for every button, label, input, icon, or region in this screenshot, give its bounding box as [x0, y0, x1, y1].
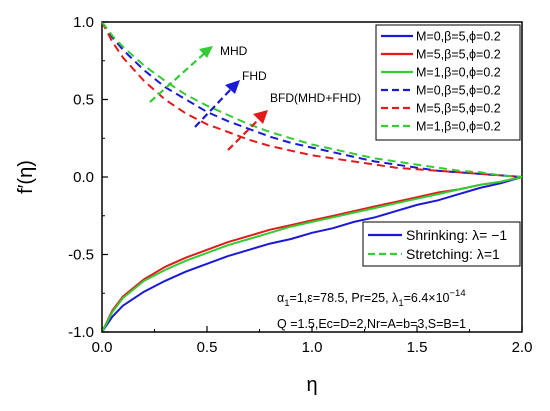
annotation-bfd: BFD(MHD+FHD): [227, 91, 361, 151]
arrow-mhd-head: [199, 46, 213, 58]
legend-bottom-label-1: Stretching: λ=1: [406, 246, 500, 262]
legend-bottom-box: [362, 221, 521, 267]
params-line-1: α1=1,ε=78.5, Pr=25, λ1=6.4×10−14: [277, 288, 466, 309]
arrow-bfd-head: [253, 110, 268, 124]
x-tick-label-0: 0.0: [92, 339, 113, 356]
x-axis-ticks: 0.0 0.5 1.0 1.5 2.0: [92, 326, 533, 356]
params-alpha-sub: 1: [284, 298, 289, 309]
params-alpha: α: [277, 291, 284, 305]
series-line-4: [101, 21, 523, 178]
x-axis-title: η: [306, 374, 317, 396]
y-tick-label-3: 0.5: [73, 92, 94, 109]
arrow-fhd-head: [225, 80, 240, 94]
params-lambda-sub: 1: [398, 298, 403, 309]
params-mid: =1,ε=78.5, Pr=25, λ: [290, 291, 400, 305]
legend-top-label-3: M=0,β=5,ϕ=0.2: [416, 84, 501, 98]
annotation-bfd-label: BFD(MHD+FHD): [270, 91, 361, 105]
series-line-3: [101, 21, 523, 178]
annotation-mhd: MHD: [149, 44, 248, 103]
arrow-mhd-line: [149, 51, 207, 103]
params-line-2: Q =1.5,Ec=D=2,Nr=A=b=3,S=B=1: [277, 317, 466, 331]
legend-bottom: Shrinking: λ= −1 Stretching: λ=1: [362, 221, 521, 267]
series-line-5: [101, 21, 523, 178]
x-tick-label-1: 0.5: [197, 339, 218, 356]
annotation-fhd: FHD: [194, 69, 267, 128]
y-axis-title: f′(η): [15, 160, 37, 194]
annotation-mhd-label: MHD: [220, 44, 248, 58]
x-tick-label-4: 2.0: [512, 339, 533, 356]
x-tick-label-3: 1.5: [407, 339, 428, 356]
legend-top: M=0,β=5,ϕ=0.2 M=5,β=5,ϕ=0.2 M=1,β=0,ϕ=0.2 M…: [375, 24, 521, 141]
legend-top-label-4: M=5,β=5,ϕ=0.2: [416, 102, 501, 116]
series-line-0: [101, 176, 523, 333]
legend-bottom-label-0: Shrinking: λ= −1: [406, 227, 507, 243]
y-axis-ticks: -1.0 -0.5 0.0 0.5 1.0: [68, 14, 108, 341]
series-line-2: [101, 176, 523, 333]
y-tick-label-1: -0.5: [68, 247, 94, 264]
arrow-bfd-line: [227, 117, 261, 151]
legend-top-label-1: M=5,β=5,ϕ=0.2: [416, 48, 501, 62]
params-end: =6.4×10: [404, 291, 450, 305]
legend-top-box: [375, 24, 521, 141]
x-tick-label-2: 1.0: [302, 339, 323, 356]
legend-top-items: M=0,β=5,ϕ=0.2 M=5,β=5,ϕ=0.2 M=1,β=0,ϕ=0.2 M…: [381, 30, 501, 134]
annotation-fhd-label: FHD: [242, 69, 267, 83]
params-exp: −14: [450, 288, 466, 299]
y-tick-label-0: -1.0: [68, 324, 94, 341]
legend-top-label-2: M=1,β=0,ϕ=0.2: [416, 66, 501, 80]
y-tick-label-4: 1.0: [73, 14, 94, 31]
legend-top-label-0: M=0,β=5,ϕ=0.2: [416, 30, 501, 44]
y-tick-label-2: 0.0: [73, 169, 94, 186]
arrow-fhd-line: [194, 87, 233, 128]
series-layer: [101, 21, 523, 333]
legend-top-label-5: M=1,β=0,ϕ=0.2: [416, 120, 501, 134]
legend-bottom-items: Shrinking: λ= −1 Stretching: λ=1: [368, 227, 507, 262]
